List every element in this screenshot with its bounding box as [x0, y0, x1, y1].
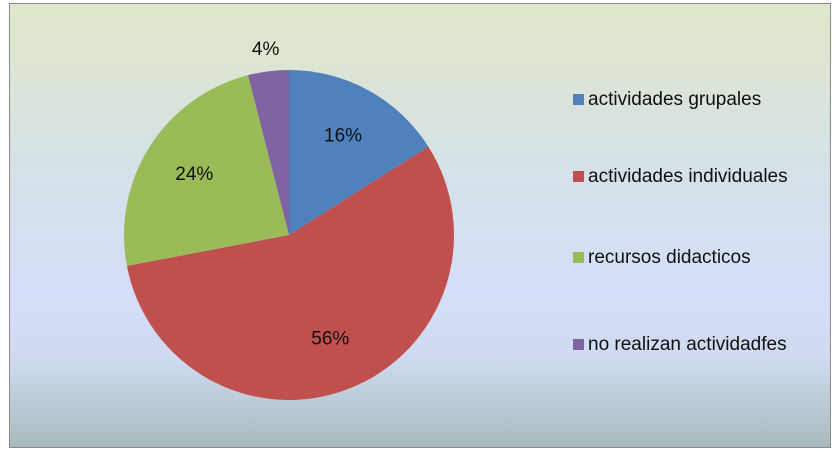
data-label: 24% — [175, 164, 213, 185]
legend-item: actividades grupales — [573, 83, 798, 117]
legend-swatch — [573, 94, 584, 105]
legend-label: recursos didacticos — [588, 247, 751, 268]
legend-item: actividades individuales — [573, 160, 798, 194]
data-label: 56% — [311, 328, 349, 349]
legend-swatch — [573, 252, 584, 263]
legend-item: recursos didacticos — [573, 241, 798, 275]
pie-slice — [247, 70, 289, 235]
legend-label: actividades individuales — [588, 166, 788, 187]
legend-swatch — [573, 339, 584, 350]
legend-swatch — [573, 171, 584, 182]
data-label: 4% — [252, 39, 280, 60]
pie-slice — [289, 70, 429, 235]
legend-item: no realizan actividadfes — [573, 328, 798, 362]
pie-slice — [126, 146, 454, 400]
legend-label: actividades grupales — [588, 89, 762, 110]
data-label: 16% — [324, 126, 362, 147]
pie-slice — [124, 75, 289, 266]
legend-label: no realizan actividadfes — [588, 334, 787, 355]
